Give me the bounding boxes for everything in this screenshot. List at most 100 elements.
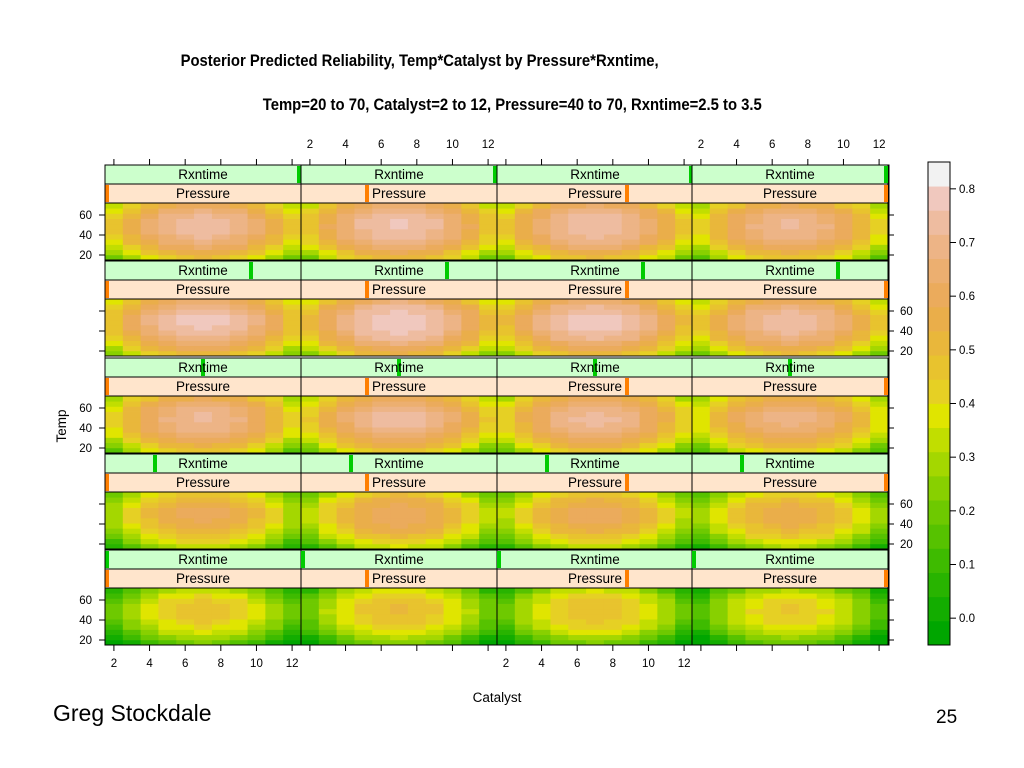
heat-cell: [781, 309, 800, 315]
heat-cell: [568, 345, 587, 352]
heat-cell: [336, 603, 355, 610]
heat-cell: [354, 502, 373, 508]
pressure-strip-label: Pressure: [568, 282, 622, 297]
heat-cell: [497, 319, 516, 326]
heat-cell: [745, 324, 764, 331]
heat-cell: [692, 203, 711, 209]
heat-cell: [727, 299, 746, 305]
heat-cell: [265, 598, 284, 604]
heat-cell: [336, 598, 355, 604]
heat-cell: [318, 213, 338, 219]
heat-cell: [336, 309, 355, 315]
heat-cell: [354, 396, 373, 402]
heat-cell: [745, 228, 764, 235]
heat-cell: [497, 497, 516, 503]
heat-cell: [247, 416, 266, 423]
heat-cell: [550, 203, 569, 209]
heat-cell: [301, 507, 320, 514]
heat-cell: [390, 396, 409, 402]
heat-cell: [586, 218, 605, 225]
rxntime-level-marker: [545, 455, 549, 472]
heat-cell: [176, 432, 195, 438]
heat-cell: [745, 234, 764, 240]
heat-cell: [745, 309, 764, 315]
heat-cell: [497, 309, 516, 315]
heat-cell: [816, 350, 835, 357]
heat-cell: [692, 588, 711, 594]
pressure-level-marker: [884, 281, 888, 298]
heat-cell: [870, 234, 889, 240]
heat-cell: [105, 319, 124, 326]
heat-cell: [497, 345, 516, 352]
heat-cell: [514, 427, 534, 433]
heat-cell: [354, 447, 373, 454]
heat-cell: [763, 507, 782, 514]
heat-cell: [265, 319, 284, 326]
heat-cell: [318, 254, 338, 261]
heat-cell: [211, 437, 231, 444]
y-tick-label-left: 40: [79, 230, 92, 242]
heat-cell: [497, 350, 516, 357]
heat-cell: [336, 223, 355, 230]
heat-cell: [479, 502, 498, 508]
heat-cell: [816, 427, 835, 433]
heat-cell: [727, 406, 746, 412]
heat-cell: [550, 442, 569, 449]
heat-cell: [852, 634, 871, 641]
heat-cell: [675, 304, 694, 310]
heat-cell: [194, 396, 213, 402]
heat-cell: [265, 335, 284, 341]
heat-cell: [675, 223, 694, 230]
heat-cell: [798, 442, 818, 449]
heat-cell: [532, 523, 551, 529]
heat-cell: [372, 427, 391, 433]
heat-cell: [425, 593, 444, 599]
heat-cell: [639, 309, 658, 315]
heat-cell: [158, 330, 177, 336]
heat-cell: [675, 497, 694, 503]
heat-cell: [798, 492, 818, 498]
heat-cell: [621, 314, 640, 321]
heat-cell: [247, 608, 266, 615]
heat-cell: [140, 598, 159, 604]
heat-cell: [586, 533, 605, 540]
heat-cell: [763, 629, 782, 636]
heat-cell: [479, 324, 498, 331]
heat-cell: [852, 254, 871, 261]
heat-cell: [372, 492, 391, 498]
heat-cell: [265, 340, 284, 347]
heat-cell: [211, 234, 231, 240]
heat-cell: [816, 492, 835, 498]
heat-cell: [194, 442, 213, 449]
heat-cell: [158, 512, 177, 519]
heat-cell: [105, 411, 124, 418]
heat-cell: [318, 411, 338, 418]
heat-cell: [639, 533, 658, 540]
heat-cell: [176, 324, 195, 331]
heat-cell: [870, 447, 889, 454]
heat-cell: [158, 396, 177, 402]
heat-cell: [550, 244, 569, 251]
heat-cell: [479, 447, 498, 454]
heat-cell: [407, 427, 427, 433]
heat-cell: [816, 218, 835, 225]
heat-cell: [675, 512, 694, 519]
heat-cell: [407, 437, 427, 444]
heat-cell: [550, 629, 569, 636]
heat-cell: [105, 396, 124, 402]
heat-cell: [194, 319, 213, 326]
heat-cell: [265, 543, 284, 550]
heat-cell: [122, 208, 142, 214]
heat-cell: [639, 406, 658, 412]
heat-cell: [105, 244, 124, 251]
heat-cell: [158, 432, 177, 438]
heat-cell: [550, 447, 569, 454]
heat-cell: [425, 228, 444, 235]
heat-cell: [354, 244, 373, 251]
heat-cell: [727, 416, 746, 423]
pressure-level-marker: [365, 474, 369, 491]
heat-cell: [140, 350, 159, 357]
